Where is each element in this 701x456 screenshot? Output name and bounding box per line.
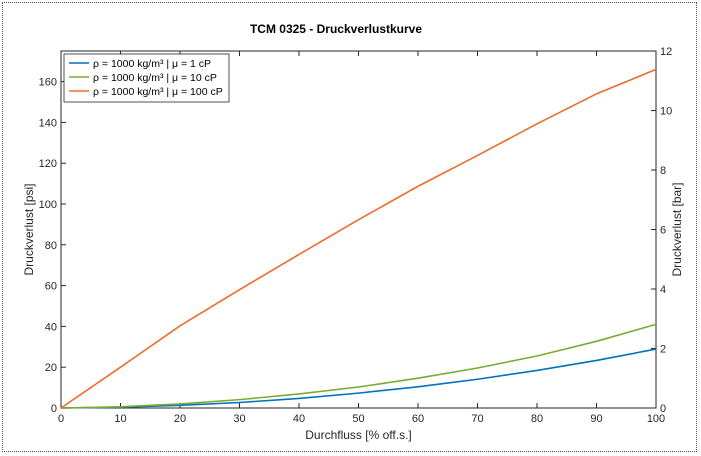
y-tick-label: 80 <box>45 240 57 252</box>
series-lines <box>60 68 657 409</box>
chart-title: TCM 0325 - Druckverlustkurve <box>250 22 422 36</box>
series-line-3 <box>60 68 657 409</box>
y-tick-label: 160 <box>39 77 57 89</box>
y-axis-right: 0 2 4 6 8 10 12 <box>651 46 672 415</box>
x-tick-label: 20 <box>174 413 186 425</box>
x-tick-label: 30 <box>233 413 245 425</box>
y-right-tick-label: 4 <box>660 284 666 296</box>
x-tick-label: 50 <box>352 413 364 425</box>
y-axis-left: 0 20 40 60 80 100 120 140 160 <box>39 77 66 415</box>
x-tick-label: 10 <box>114 413 126 425</box>
legend-label: ρ = 1000 kg/m³ | μ = 1 cP <box>93 58 211 70</box>
x-tick-label: 70 <box>471 413 483 425</box>
y-right-tick-label: 2 <box>660 344 666 356</box>
x-tick-label: 60 <box>412 413 424 425</box>
x-axis: 0 10 20 30 40 50 60 70 80 90 100 <box>58 51 665 425</box>
y-right-tick-label: 10 <box>660 106 672 118</box>
y-tick-label: 100 <box>39 199 57 211</box>
legend: ρ = 1000 kg/m³ | μ = 1 cP ρ = 1000 kg/m³ … <box>63 53 230 103</box>
series-line-1 <box>60 348 657 409</box>
legend-label: ρ = 1000 kg/m³ | μ = 100 cP <box>93 86 223 98</box>
x-tick-label: 100 <box>647 413 665 425</box>
y-tick-label: 140 <box>39 117 57 129</box>
x-tick-label: 40 <box>293 413 305 425</box>
y-tick-label: 60 <box>45 281 57 293</box>
y-tick-label: 0 <box>51 403 57 415</box>
y-tick-label: 40 <box>45 321 57 333</box>
y-right-tick-label: 0 <box>660 403 666 415</box>
y-axis-title-left: Druckverlust [psi] <box>22 183 36 275</box>
figure-frame: TCM 0325 - Druckverlustkurve 0 10 20 30 40 50… <box>2 2 697 452</box>
y-axis-title-right: Druckverlust [bar] <box>670 182 684 276</box>
x-axis-title: Durchfluss [% off.s.] <box>305 428 411 442</box>
y-right-tick-label: 8 <box>660 165 666 177</box>
x-tick-label: 90 <box>590 413 602 425</box>
legend-box <box>63 53 230 103</box>
chart: TCM 0325 - Druckverlustkurve 0 10 20 30 40 50… <box>22 22 684 442</box>
x-tick-label: 0 <box>58 413 64 425</box>
plot-area <box>60 50 657 409</box>
y-tick-label: 120 <box>39 158 57 170</box>
y-tick-label: 20 <box>45 362 57 374</box>
y-right-tick-label: 12 <box>660 46 672 58</box>
x-tick-label: 80 <box>531 413 543 425</box>
legend-label: ρ = 1000 kg/m³ | μ = 10 cP <box>93 72 217 84</box>
series-line-2 <box>60 323 657 409</box>
y-right-tick-label: 6 <box>660 225 666 237</box>
